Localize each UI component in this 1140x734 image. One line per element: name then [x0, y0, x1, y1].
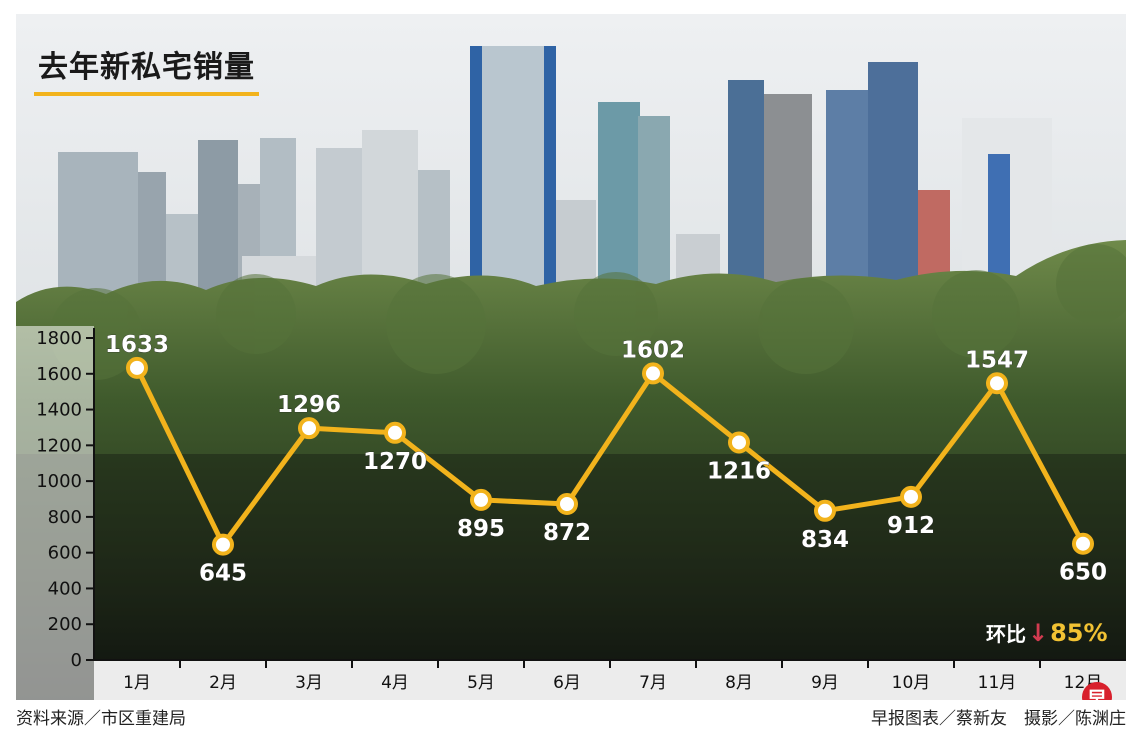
down-arrow-icon: ↓ [1028, 619, 1049, 647]
data-point [470, 488, 492, 511]
chart-title-text: 去年新私宅销量 [38, 50, 255, 85]
y-tick-label: 400 [48, 578, 82, 599]
data-point [642, 362, 664, 385]
data-point [384, 421, 406, 444]
data-label: 1270 [363, 449, 427, 475]
data-point [1072, 532, 1094, 555]
y-tick-label: 600 [48, 543, 82, 564]
y-tick-label: 0 [71, 650, 82, 671]
x-tick-label: 2月 [209, 673, 237, 693]
data-point [298, 417, 320, 440]
y-tick-label: 1800 [36, 328, 82, 349]
series-line [134, 366, 1086, 548]
data-label: 895 [457, 516, 505, 542]
mom-label: 环比 [986, 622, 1026, 646]
x-tick-label: 7月 [639, 673, 667, 693]
x-tick-label: 6月 [553, 673, 581, 693]
mom-annotation: 环比 ↓ 85% [986, 618, 1108, 647]
data-point [126, 356, 148, 379]
data-point [814, 499, 836, 522]
mom-value: 85% [1050, 619, 1108, 647]
x-tick-label: 1月 [123, 673, 151, 693]
data-label: 1633 [105, 332, 169, 358]
y-tick-label: 1200 [36, 435, 82, 456]
data-label: 1296 [277, 392, 341, 418]
chart-title: 去年新私宅销量 [34, 42, 259, 96]
y-tick-label: 1000 [36, 471, 82, 492]
x-tick-label: 11月 [978, 673, 1017, 693]
credit-note: 早报图表／蔡新友 摄影／陈渊庄 [871, 709, 1126, 729]
data-label: 650 [1059, 560, 1107, 586]
data-label: 1216 [707, 458, 771, 484]
data-label: 1602 [621, 337, 685, 363]
y-tick-label: 800 [48, 507, 82, 528]
data-point [900, 485, 922, 508]
y-tick-label: 1400 [36, 400, 82, 421]
x-tick-label: 5月 [467, 673, 495, 693]
data-point [728, 431, 750, 454]
data-label: 912 [887, 513, 935, 539]
y-tick-label: 1600 [36, 364, 82, 385]
source-note: 资料来源／市区重建局 [16, 709, 186, 729]
x-tick-label: 4月 [381, 673, 409, 693]
data-label: 834 [801, 527, 849, 553]
x-tick-label: 10月 [892, 673, 931, 693]
y-tick-label: 200 [48, 614, 82, 635]
data-label: 645 [199, 561, 247, 587]
x-tick-label: 9月 [811, 673, 839, 693]
data-point [556, 493, 578, 516]
data-label: 1547 [965, 347, 1029, 373]
y-axis-band [16, 326, 94, 700]
x-tick-label: 3月 [295, 673, 323, 693]
data-label: 872 [543, 520, 591, 546]
zaobao-logo: 早 [1082, 682, 1112, 700]
data-point [986, 372, 1008, 395]
x-tick-label: 8月 [725, 673, 753, 693]
line-chart: 0 200 400 600 800 1000 1200 1400 1600 1800 1月 2月 3月 4… [16, 326, 1126, 700]
chart-frame: 去年新私宅销量 0 200 400 600 800 1000 1200 1400 1600 180… [16, 14, 1126, 700]
data-point [212, 533, 234, 556]
background-photo [16, 14, 1126, 700]
